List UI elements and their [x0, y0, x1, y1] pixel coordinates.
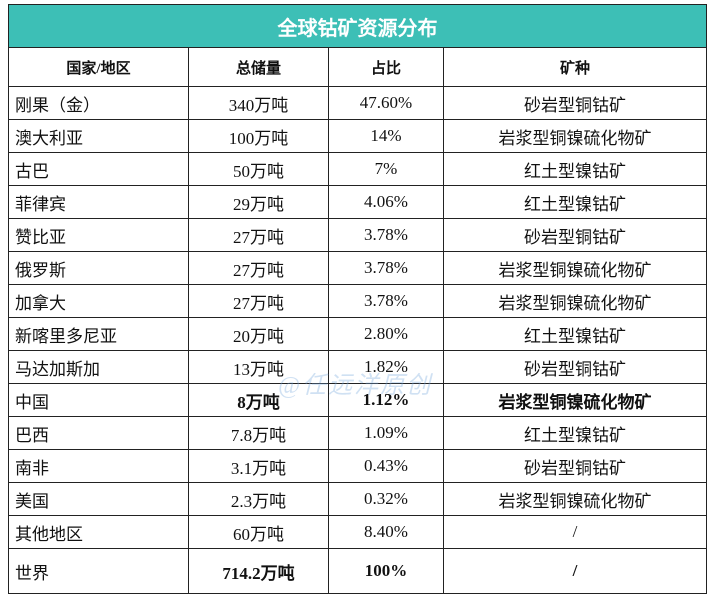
region-cell: 中国	[8, 383, 189, 417]
data-cell: 0.32%	[328, 482, 444, 516]
data-cell: /	[443, 548, 707, 594]
data-cell: 29万吨	[188, 185, 329, 219]
data-cell: 340万吨	[188, 86, 329, 120]
data-cell: 2.80%	[328, 317, 444, 351]
data-cell: 3.78%	[328, 284, 444, 318]
region-cell: 澳大利亚	[8, 119, 189, 153]
table-title: 全球钴矿资源分布	[8, 4, 707, 48]
data-cell: 岩浆型铜镍硫化物矿	[443, 119, 707, 153]
header-cell: 矿种	[443, 47, 707, 87]
data-cell: 4.06%	[328, 185, 444, 219]
table-row: 中国 8万吨 1.12% 岩浆型铜镍硫化物矿	[8, 383, 707, 417]
data-cell: 27万吨	[188, 251, 329, 285]
data-cell: 50万吨	[188, 152, 329, 186]
data-cell: 砂岩型铜钴矿	[443, 218, 707, 252]
data-cell: 100%	[328, 548, 444, 594]
table-row: 加拿大 27万吨 3.78% 岩浆型铜镍硫化物矿	[8, 284, 707, 318]
region-cell: 马达加斯加	[8, 350, 189, 384]
header-row: 国家/地区 总储量 占比 矿种	[8, 47, 707, 87]
header-cell: 国家/地区	[8, 47, 189, 87]
data-cell: 1.12%	[328, 383, 444, 417]
region-cell: 俄罗斯	[8, 251, 189, 285]
table-row: 世界 714.2万吨 100% /	[8, 548, 707, 594]
table-row: 巴西 7.8万吨 1.09% 红土型镍钴矿	[8, 416, 707, 450]
data-cell: 1.09%	[328, 416, 444, 450]
data-cell: 8万吨	[188, 383, 329, 417]
region-cell: 其他地区	[8, 515, 189, 549]
table-row: 澳大利亚 100万吨 14% 岩浆型铜镍硫化物矿	[8, 119, 707, 153]
table-row: 赞比亚 27万吨 3.78% 砂岩型铜钴矿	[8, 218, 707, 252]
data-cell: 红土型镍钴矿	[443, 185, 707, 219]
data-cell: 13万吨	[188, 350, 329, 384]
region-cell: 新喀里多尼亚	[8, 317, 189, 351]
data-cell: 7%	[328, 152, 444, 186]
table-row: 其他地区 60万吨 8.40% /	[8, 515, 707, 549]
data-cell: 岩浆型铜镍硫化物矿	[443, 482, 707, 516]
data-cell: 60万吨	[188, 515, 329, 549]
data-cell: 47.60%	[328, 86, 444, 120]
data-cell: 红土型镍钴矿	[443, 152, 707, 186]
header-cell: 占比	[328, 47, 444, 87]
table-row: 美国 2.3万吨 0.32% 岩浆型铜镍硫化物矿	[8, 482, 707, 516]
region-cell: 菲律宾	[8, 185, 189, 219]
data-cell: 1.82%	[328, 350, 444, 384]
data-cell: 岩浆型铜镍硫化物矿	[443, 284, 707, 318]
cobalt-table: 全球钴矿资源分布 国家/地区 总储量 占比 矿种 刚果（金） 340万吨 47.60% 砂岩…	[8, 4, 707, 594]
region-cell: 巴西	[8, 416, 189, 450]
table-row: 古巴 50万吨 7% 红土型镍钴矿	[8, 152, 707, 186]
table-row: 菲律宾 29万吨 4.06% 红土型镍钴矿	[8, 185, 707, 219]
region-cell: 古巴	[8, 152, 189, 186]
region-cell: 世界	[8, 548, 189, 594]
table-row: 俄罗斯 27万吨 3.78% 岩浆型铜镍硫化物矿	[8, 251, 707, 285]
table-body: 刚果（金） 340万吨 47.60% 砂岩型铜钴矿 澳大利亚 100万吨 14% 岩浆型铜镍硫…	[8, 86, 707, 594]
data-cell: 14%	[328, 119, 444, 153]
region-cell: 刚果（金）	[8, 86, 189, 120]
data-cell: 714.2万吨	[188, 548, 329, 594]
data-cell: 100万吨	[188, 119, 329, 153]
table-row: 刚果（金） 340万吨 47.60% 砂岩型铜钴矿	[8, 86, 707, 120]
data-cell: 岩浆型铜镍硫化物矿	[443, 251, 707, 285]
data-cell: 3.78%	[328, 251, 444, 285]
table-row: 新喀里多尼亚 20万吨 2.80% 红土型镍钴矿	[8, 317, 707, 351]
region-cell: 南非	[8, 449, 189, 483]
data-cell: 岩浆型铜镍硫化物矿	[443, 383, 707, 417]
data-cell: 0.43%	[328, 449, 444, 483]
data-cell: 红土型镍钴矿	[443, 416, 707, 450]
data-cell: 3.78%	[328, 218, 444, 252]
data-cell: 红土型镍钴矿	[443, 317, 707, 351]
data-cell: 20万吨	[188, 317, 329, 351]
data-cell: 砂岩型铜钴矿	[443, 449, 707, 483]
region-cell: 赞比亚	[8, 218, 189, 252]
data-cell: 2.3万吨	[188, 482, 329, 516]
data-cell: 7.8万吨	[188, 416, 329, 450]
region-cell: 美国	[8, 482, 189, 516]
data-cell: 27万吨	[188, 218, 329, 252]
header-cell: 总储量	[188, 47, 329, 87]
data-cell: 3.1万吨	[188, 449, 329, 483]
data-cell: 27万吨	[188, 284, 329, 318]
data-cell: 砂岩型铜钴矿	[443, 86, 707, 120]
data-cell: /	[443, 515, 707, 549]
region-cell: 加拿大	[8, 284, 189, 318]
data-cell: 8.40%	[328, 515, 444, 549]
table-row: 南非 3.1万吨 0.43% 砂岩型铜钴矿	[8, 449, 707, 483]
table-row: 马达加斯加 13万吨 1.82% 砂岩型铜钴矿	[8, 350, 707, 384]
data-cell: 砂岩型铜钴矿	[443, 350, 707, 384]
